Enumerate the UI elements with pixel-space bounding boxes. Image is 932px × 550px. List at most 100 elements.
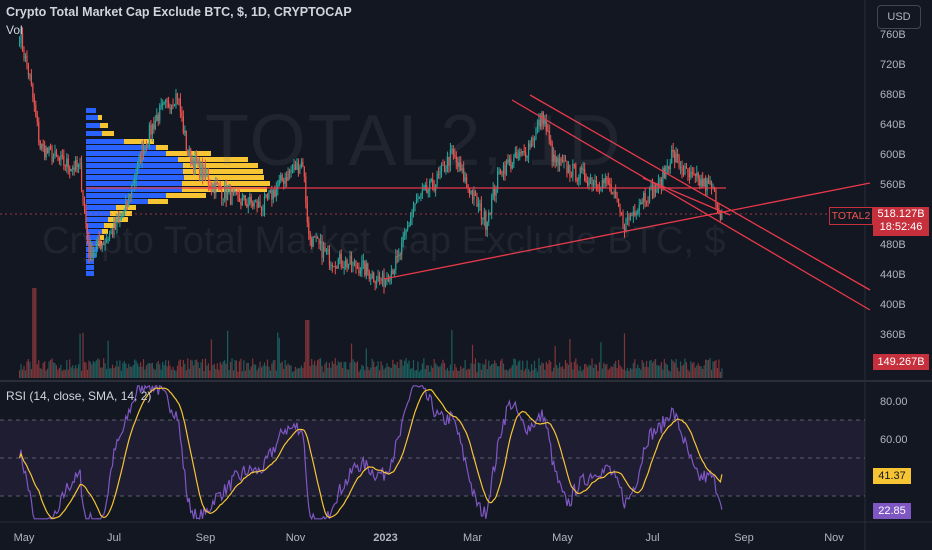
volume-bar — [145, 365, 148, 378]
volume-bar — [219, 361, 221, 378]
volume-bar — [193, 365, 195, 378]
candle-body — [477, 203, 480, 207]
volume-bar — [250, 366, 252, 378]
candle-body — [283, 180, 285, 184]
volume-bar — [660, 362, 662, 378]
volume-bar — [76, 368, 78, 378]
volume-bar — [101, 367, 103, 378]
volume-bar — [451, 330, 453, 378]
volume-bar — [634, 359, 636, 378]
volume-bar — [35, 288, 37, 378]
volume-bar — [135, 360, 137, 378]
profile-bar-up — [86, 211, 110, 216]
volume-legend[interactable]: Vol — [6, 23, 23, 37]
volume-bar — [203, 371, 205, 378]
volume-bar — [328, 362, 331, 378]
candle-body — [334, 266, 336, 268]
candle-body — [439, 171, 441, 175]
volume-bar — [293, 371, 295, 378]
volume-bar — [579, 366, 581, 378]
candle-body — [247, 204, 249, 207]
candle-body — [235, 191, 238, 193]
candle-body — [498, 170, 500, 173]
candle-body — [665, 166, 667, 178]
candle-body — [485, 211, 487, 230]
profile-bar-up — [86, 145, 156, 150]
candle-body — [563, 160, 565, 163]
volume-bar — [157, 360, 159, 378]
candle-body — [353, 260, 356, 262]
candle-body — [196, 156, 198, 163]
volume-bar — [483, 364, 485, 378]
volume-bar — [643, 362, 645, 378]
volume-bar — [501, 358, 503, 378]
volume-bar — [380, 361, 382, 378]
candle-body — [23, 50, 25, 59]
candle-body — [103, 243, 105, 245]
currency-button[interactable]: USD — [877, 5, 921, 29]
volume-bar — [347, 369, 350, 378]
volume-bar — [336, 365, 338, 378]
volume-bar — [386, 363, 388, 378]
volume-bar — [554, 346, 556, 378]
profile-bar-up — [86, 265, 94, 270]
volume-bar — [297, 368, 300, 378]
volume-bar — [418, 371, 421, 378]
candle-body — [404, 233, 406, 236]
volume-bar — [401, 359, 403, 378]
candle-body — [39, 141, 41, 149]
volume-bar — [510, 367, 512, 378]
rsi-legend[interactable]: RSI (14, close, SMA, 14, 2) — [6, 389, 152, 403]
profile-bar-down — [166, 151, 211, 156]
time-axis[interactable]: May Jul Sep Nov 2023 Mar May Jul Sep Nov — [14, 532, 845, 544]
candle-body — [697, 172, 699, 179]
candle-body — [675, 154, 677, 163]
time-tick-label: Jul — [107, 532, 121, 544]
candle-body — [617, 198, 620, 207]
volume-bar — [204, 358, 207, 378]
volume-bar — [619, 364, 621, 378]
volume-bar — [623, 333, 626, 378]
volume-bar — [604, 364, 606, 378]
trendlines[interactable] — [0, 94, 871, 311]
volume-bar — [681, 365, 683, 378]
channel-top-line — [642, 177, 731, 216]
volume-bar — [409, 368, 412, 378]
profile-bar-up — [86, 169, 183, 174]
rsi-tick-label: 60.00 — [880, 434, 908, 446]
volume-bar — [314, 360, 316, 378]
candle-body — [517, 156, 519, 158]
candle-body — [592, 182, 595, 186]
volume-bar — [648, 360, 651, 378]
chart-title[interactable]: Crypto Total Market Cap Exclude BTC, $, … — [6, 5, 352, 19]
volume-bar — [467, 368, 469, 378]
candle-body — [309, 233, 311, 240]
volume-bar — [511, 364, 513, 378]
volume-bar — [188, 368, 190, 378]
candle-body — [381, 273, 384, 281]
candle-body — [249, 196, 251, 205]
candle-body — [126, 201, 128, 206]
candle-body — [690, 171, 692, 178]
candle-body — [166, 100, 168, 102]
volume-bar — [612, 366, 614, 378]
candle-body — [511, 164, 513, 169]
volume-bar — [94, 362, 96, 378]
volume-bar — [154, 369, 156, 378]
candle-body — [291, 170, 294, 172]
volume-bar — [119, 360, 121, 378]
volume-bar — [411, 367, 413, 378]
volume-bar — [716, 368, 719, 378]
price-axis[interactable]: 760B720B680B640B600B560B520B480B440B400B… — [880, 29, 906, 341]
volume-bar — [126, 368, 128, 378]
volume-bar — [710, 369, 713, 378]
candle-body — [44, 145, 46, 158]
profile-bar-down — [98, 241, 102, 246]
candle-body — [497, 172, 499, 190]
candle-body — [504, 165, 506, 175]
candle-body — [358, 267, 360, 274]
volume-bar — [638, 367, 640, 378]
volume-bar — [362, 366, 364, 378]
volume-bar — [48, 361, 50, 378]
